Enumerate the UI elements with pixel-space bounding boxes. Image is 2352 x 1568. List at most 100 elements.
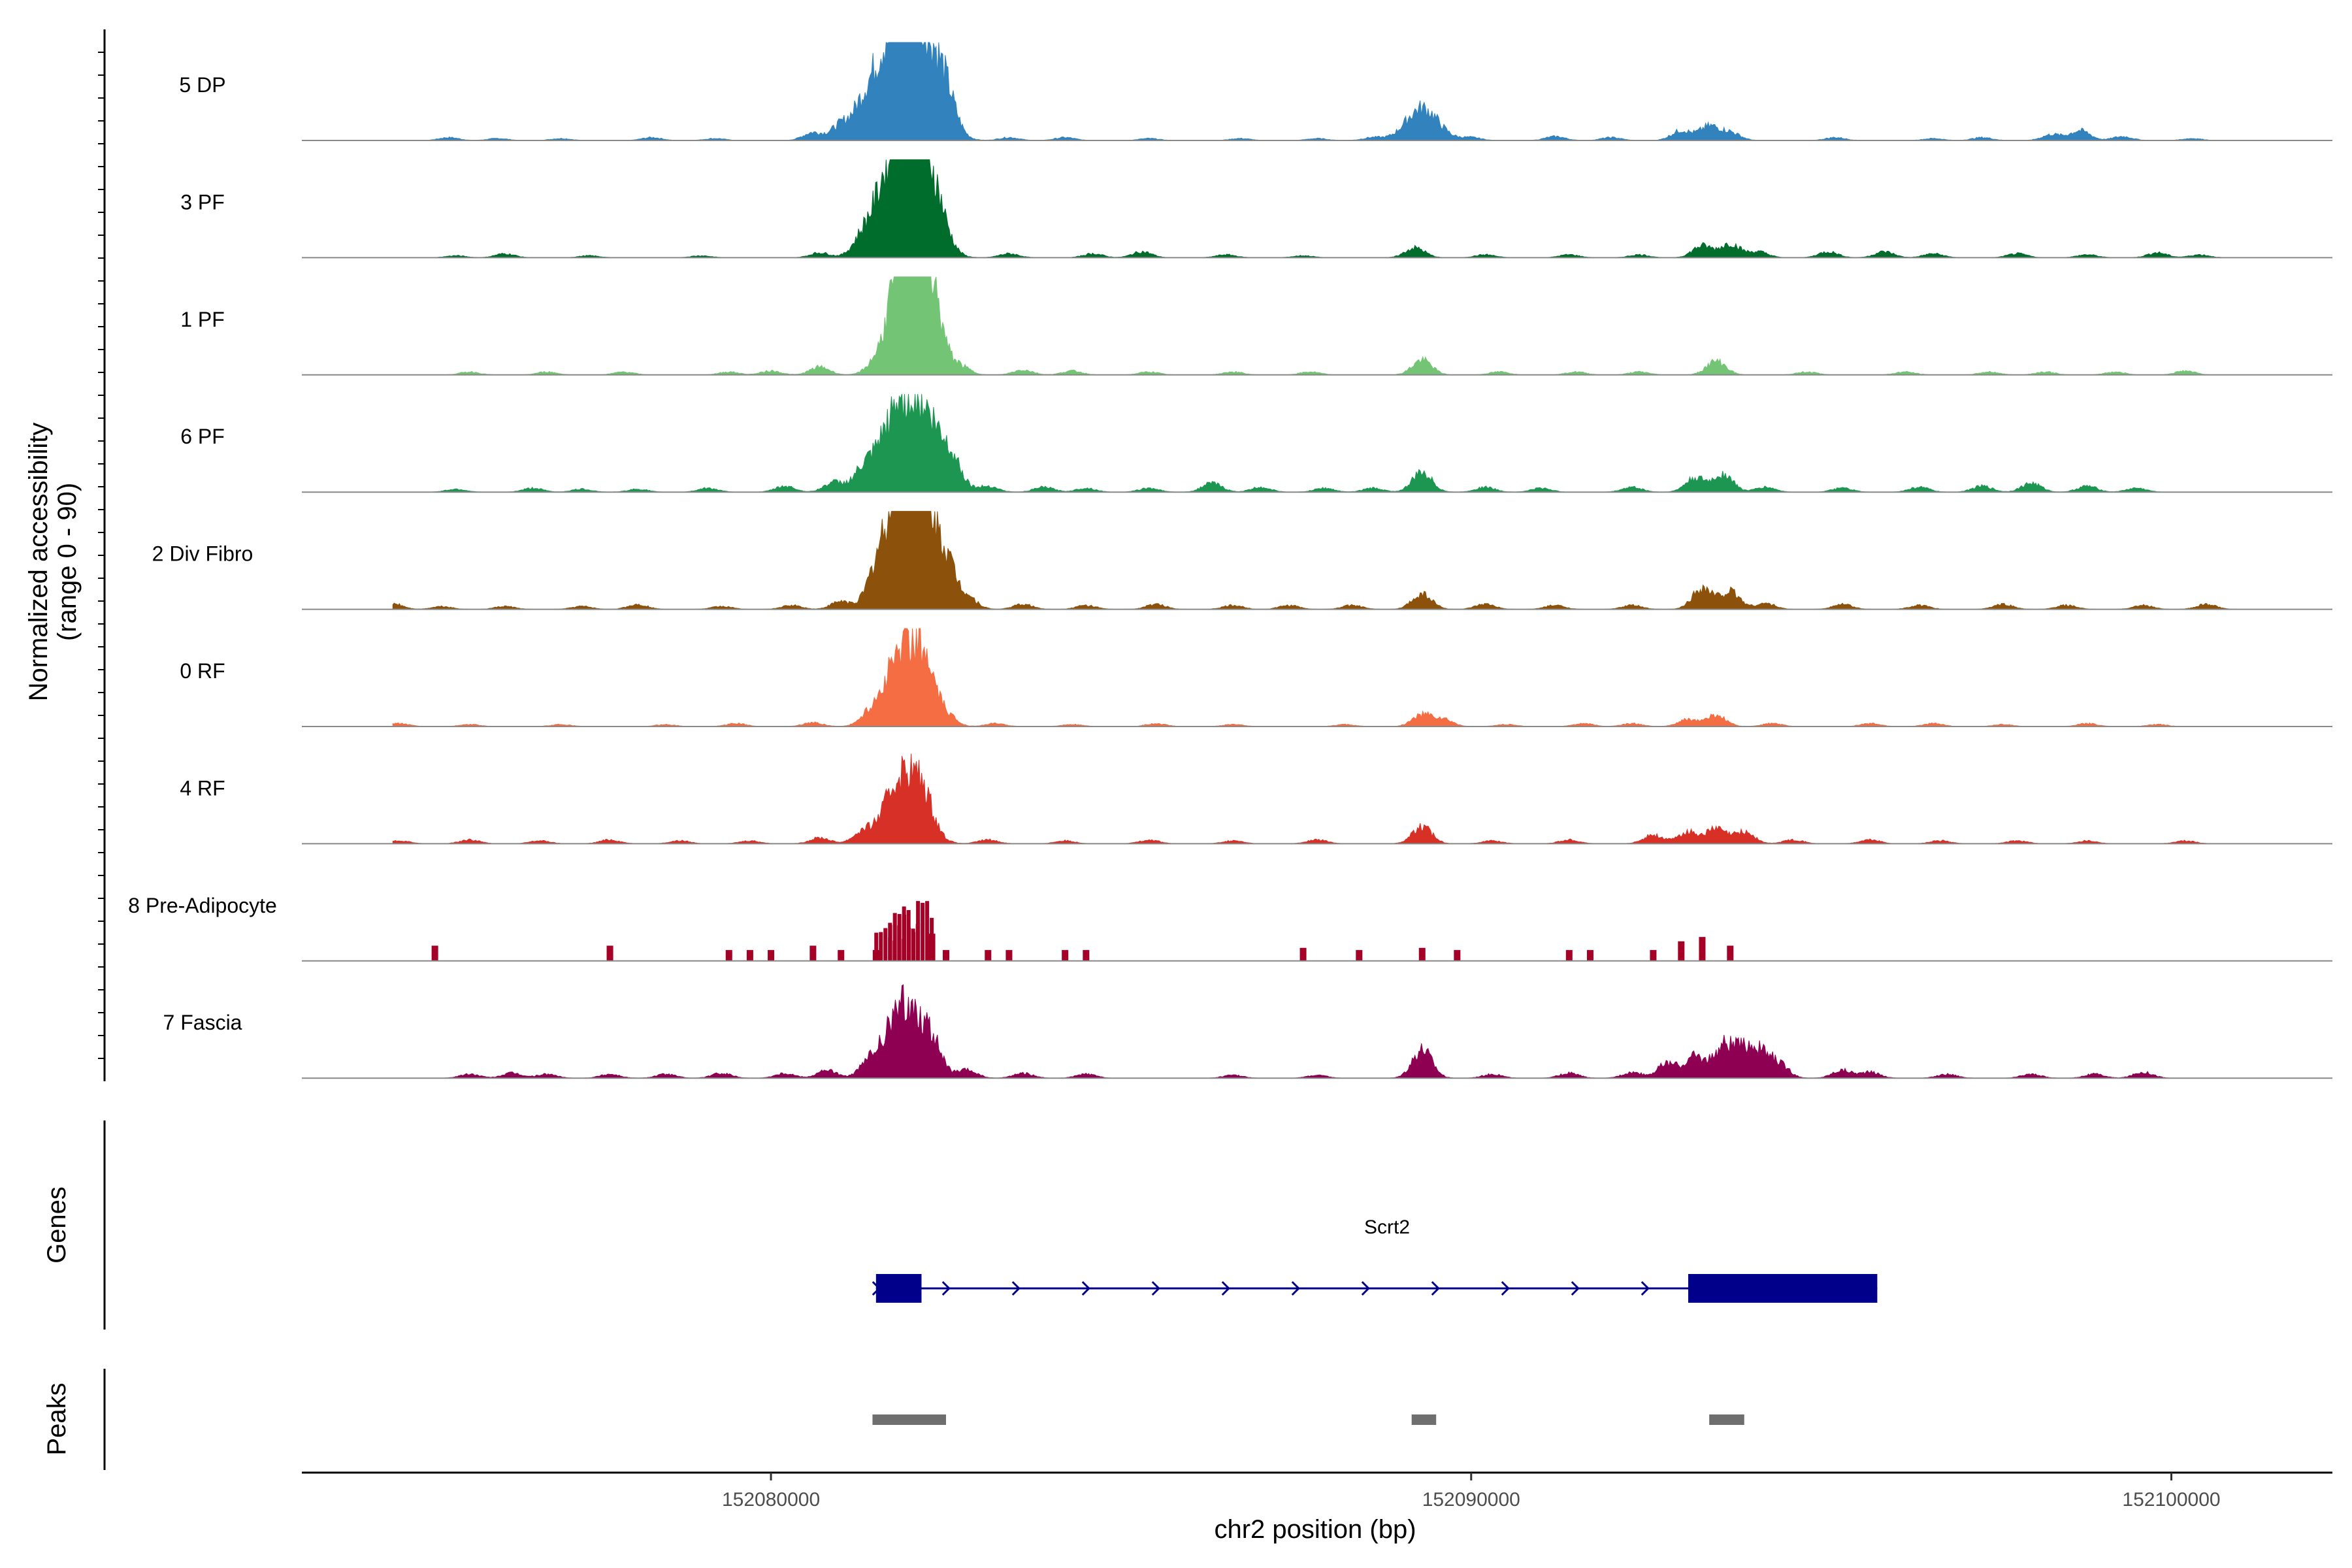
coverage-bar (942, 950, 949, 961)
x-tick-label: 152100000 (2122, 1489, 2220, 1511)
y-axis-title-line1: Normalized accessibility (24, 423, 53, 702)
peak-track (872, 1414, 1744, 1425)
coverage-area (393, 159, 2234, 258)
coverage-bar (1083, 950, 1090, 961)
coverage-bar (1356, 950, 1363, 961)
coverage-bar (897, 914, 902, 961)
coverage-bar (1678, 941, 1685, 961)
track-series (392, 511, 2235, 610)
coverage-area (392, 511, 2235, 610)
coverage-bar (985, 950, 992, 961)
coverage-bar (921, 902, 925, 961)
peak-region (1411, 1414, 1437, 1425)
track-label: 8 Pre-Adipocyte (128, 894, 277, 917)
x-tick-label: 152090000 (1422, 1489, 1520, 1511)
coverage-area (392, 628, 2234, 727)
coverage-area (393, 276, 2234, 376)
strand-arrow-icon (1011, 1281, 1021, 1296)
x-axis-ticks: 152080000 152090000 152100000 (722, 1473, 2221, 1511)
coverage-bar (874, 932, 879, 961)
x-tick-label: 152080000 (722, 1489, 820, 1511)
track-series (392, 628, 2234, 727)
coverage-bar (883, 928, 888, 961)
peak-region (872, 1414, 946, 1425)
strand-arrow-icon (1151, 1281, 1160, 1296)
track-4: 2 Div Fibro (152, 511, 2332, 610)
track-series (393, 42, 2234, 141)
y-axis-title-line2: (range 0 - 90) (53, 483, 82, 641)
coverage-area (393, 984, 2234, 1079)
strand-arrow-icon (941, 1281, 951, 1296)
gene-name-label: Scrt2 (1364, 1217, 1410, 1238)
coverage-bar (925, 901, 930, 961)
peaks-panel-label: Peaks (42, 1382, 71, 1455)
track-series (393, 276, 2234, 376)
x-axis-title: chr2 position (bp) (1214, 1515, 1416, 1544)
strand-arrow-icon (1501, 1281, 1510, 1296)
coverage-bar (928, 934, 936, 961)
peak-region (1709, 1414, 1744, 1425)
coverage-bar (911, 932, 916, 961)
coverage-area (393, 394, 2234, 493)
strand-arrow-icon (1361, 1281, 1370, 1296)
track-0: 5 DP (179, 42, 2332, 141)
coverage-area (393, 42, 2234, 141)
gene-track: Scrt2 (872, 1217, 1878, 1303)
track-label: 6 PF (180, 425, 225, 448)
track-label: 5 DP (179, 73, 225, 97)
track-label: 1 PF (180, 308, 225, 331)
coverage-bar (809, 945, 817, 961)
coverage-bar (907, 928, 911, 961)
coverage-bar (1727, 945, 1734, 961)
track-label: 3 PF (180, 190, 225, 214)
track-6: 4 RF (180, 753, 2332, 845)
strand-arrow-icon (1221, 1281, 1230, 1296)
coverage-bar (725, 950, 732, 961)
coverage-bar (888, 924, 892, 961)
coverage-bar (1418, 947, 1426, 961)
strand-arrow-icon (1571, 1281, 1580, 1296)
coverage-bar (431, 945, 438, 961)
coverage-bar (1586, 950, 1593, 961)
coverage-bar (1565, 950, 1573, 961)
strand-arrow-icon (1291, 1281, 1300, 1296)
coverage-bar (768, 950, 775, 961)
track-5: 0 RF (180, 628, 2332, 727)
coverage-bar (892, 913, 897, 961)
genes-panel-label: Genes (42, 1186, 71, 1264)
strand-arrow-icon (1431, 1281, 1440, 1296)
coverage-y-ticks (98, 52, 105, 1059)
coverage-area (392, 753, 2234, 844)
track-3: 6 PF (180, 394, 2332, 493)
coverage-tracks: 5 DP 3 PF 1 PF 6 PF 2 Div Fibro 0 RF 4 RF 8 Pre… (128, 42, 2332, 1079)
coverage-bar (1299, 947, 1307, 961)
track-series (393, 984, 2234, 1079)
track-label: 0 RF (180, 659, 225, 683)
track-label: 4 RF (180, 776, 225, 800)
coverage-bar (902, 915, 907, 961)
coverage-bar (1454, 950, 1461, 961)
coverage-bar (1062, 950, 1069, 961)
coverage-bar (838, 950, 845, 961)
track-label: 7 Fascia (163, 1011, 242, 1034)
coverage-bar (1005, 950, 1013, 961)
track-series (431, 901, 1734, 961)
coverage-bar (606, 945, 613, 961)
track-1: 3 PF (180, 159, 2332, 259)
coverage-bar (879, 932, 883, 961)
coverage-bar (916, 923, 921, 961)
strand-arrow-icon (1081, 1281, 1090, 1296)
track-series (393, 159, 2234, 258)
gene-exon (875, 1274, 922, 1303)
gene-exon (1688, 1274, 1878, 1303)
coverage-bar (746, 950, 753, 961)
track-7: 8 Pre-Adipocyte (128, 894, 2332, 962)
track-series (392, 753, 2234, 844)
track-8: 7 Fascia (163, 984, 2332, 1079)
track-2: 1 PF (180, 276, 2332, 376)
strand-arrow-icon (1641, 1281, 1650, 1296)
coverage-bar (1650, 950, 1657, 961)
track-label: 2 Div Fibro (152, 542, 253, 566)
track-series (393, 394, 2234, 493)
